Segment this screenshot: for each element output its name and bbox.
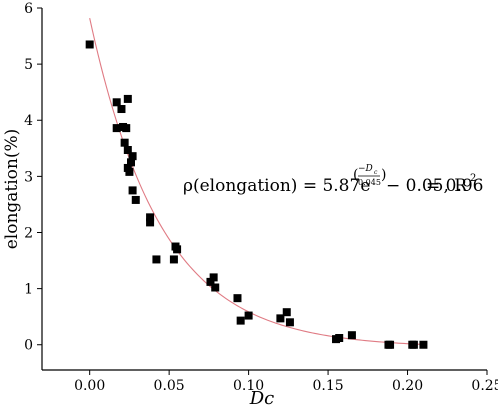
y-tick-label: 5 [24, 57, 33, 73]
data-point [409, 340, 418, 349]
data-point [209, 273, 218, 282]
data-point [335, 334, 344, 343]
data-point [169, 255, 178, 264]
fit-equation: ρ(elongation) = 5.87e ( −D c 0.045 ) − 0… [183, 164, 484, 196]
data-point [122, 124, 131, 133]
y-tick-label: 6 [24, 1, 33, 17]
equation-tail: − 0.05, R [386, 176, 468, 196]
x-ticks: 0.00 0.05 0.10 0.15 0.20 0.25 [74, 370, 498, 394]
equation-lhs: ρ(elongation) = 5.87e [183, 176, 370, 196]
r-squared-value: = 0.96 [426, 176, 484, 196]
data-point [128, 186, 137, 195]
data-point [206, 277, 215, 286]
data-point [386, 340, 395, 349]
y-ticks: 0 1 2 3 4 5 6 [24, 1, 42, 354]
data-point [112, 98, 121, 107]
data-point [211, 283, 220, 292]
data-point [347, 331, 356, 340]
data-point [146, 213, 155, 222]
exponent-numerator: −D [358, 164, 373, 174]
data-point [282, 308, 291, 317]
y-tick-label: 2 [24, 225, 33, 241]
x-tick-label: 0.00 [74, 378, 105, 394]
data-point [123, 145, 132, 154]
data-point [120, 138, 129, 147]
exponent-open-paren: ( [353, 167, 358, 183]
data-point [236, 316, 245, 325]
y-axis-title: elongation(%) [2, 129, 22, 250]
y-tick-label: 0 [24, 338, 33, 354]
data-point [125, 167, 134, 176]
data-point [131, 195, 140, 204]
x-tick-label: 0.25 [471, 378, 498, 394]
fit-curve [89, 17, 424, 345]
data-point [123, 94, 132, 103]
x-tick-label: 0.20 [392, 378, 423, 394]
data-point [127, 158, 135, 167]
data-point [173, 245, 182, 254]
x-tick-label: 0.15 [312, 378, 343, 394]
r-squared-superscript: 2 [470, 173, 476, 184]
y-tick-label: 1 [24, 282, 33, 298]
data-point [233, 294, 242, 303]
data-point [276, 314, 285, 323]
y-tick-label: 4 [24, 113, 33, 129]
data-point [146, 218, 155, 227]
data-point [152, 255, 161, 264]
x-tick-label: 0.10 [233, 378, 264, 394]
data-point [112, 124, 121, 133]
data-point [285, 318, 294, 327]
data-point [85, 40, 94, 49]
x-axis-title: Dc [249, 388, 275, 409]
data-point [244, 311, 253, 320]
x-tick-label: 0.05 [154, 378, 185, 394]
data-point [419, 340, 428, 349]
data-point [117, 105, 126, 114]
data-point [128, 152, 137, 161]
exponent-denominator: 0.045 [358, 178, 381, 187]
exponent-close-paren: ) [381, 167, 386, 183]
exponent-subscript: c [374, 169, 378, 176]
axes [41, 8, 487, 371]
data-points [85, 40, 428, 349]
y-tick-label: 3 [24, 169, 33, 185]
